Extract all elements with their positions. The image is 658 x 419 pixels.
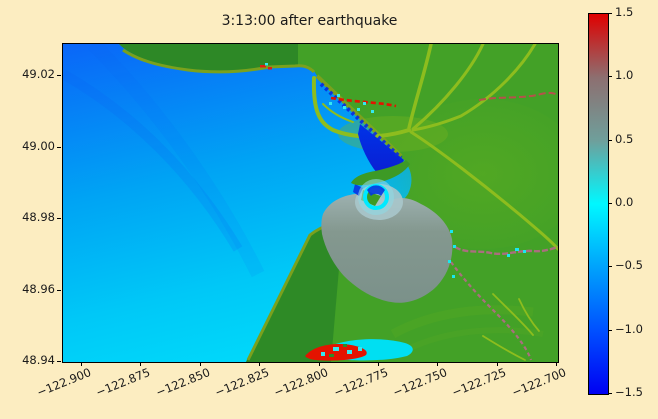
colorbar-tick (608, 203, 612, 204)
x-tick-label: −122.800 (272, 365, 331, 400)
shallow-specks (448, 230, 526, 278)
colorbar-tick (608, 393, 612, 394)
x-tick (199, 362, 201, 366)
wave-ring-trough (367, 185, 385, 196)
cape-dark-green (246, 222, 343, 362)
x-tick (437, 362, 439, 366)
y-tick-label: 49.02 (22, 67, 55, 81)
bottom-bay-waves (305, 339, 413, 361)
river-flood-line-e (450, 245, 558, 361)
y-tick (57, 218, 61, 219)
x-tick (496, 362, 498, 366)
x-tick (318, 362, 320, 366)
y-tick (57, 75, 61, 76)
y-tick-label: 49.00 (22, 138, 55, 153)
colorbar-tick (608, 329, 612, 331)
y-tick (57, 146, 61, 148)
colorbar-tick-label: 0.5 (615, 131, 634, 146)
colorbar-tick (608, 266, 612, 268)
wave-ring-outer (358, 179, 394, 215)
y-tick-label: 48.94 (22, 353, 55, 367)
x-tick-label: −122.850 (153, 365, 212, 400)
x-tick-label: −122.900 (34, 365, 93, 400)
colorbar-tick-label: −1.5 (615, 385, 643, 399)
plot-title: 3:13:00 after earthquake (221, 13, 398, 29)
x-tick (140, 362, 142, 366)
colorbar-tick (608, 139, 612, 141)
river-valleys (311, 44, 558, 361)
x-tick-label: −122.750 (390, 365, 450, 400)
river-flood-line-ne (478, 91, 558, 101)
water-flow-streak (88, 44, 265, 278)
x-tick-label: −122.825 (212, 365, 271, 400)
colorbar-tick (608, 13, 612, 14)
water-flow-streak (63, 69, 243, 252)
terrain-contour (406, 327, 544, 352)
colorbar-tick (608, 76, 612, 78)
colorbar-tick-label: 1.5 (615, 5, 634, 19)
colorbar-tick-label: −0.5 (615, 258, 643, 273)
colorbar-tick-label: 0.0 (615, 195, 634, 209)
x-tick-label: −122.875 (93, 365, 153, 400)
y-tick-label: 48.96 (22, 281, 55, 296)
colorbar (588, 13, 609, 395)
wave-crest-top (260, 63, 272, 70)
colorbar-tick-label: −1.0 (615, 321, 643, 336)
beach-edge (315, 74, 403, 158)
x-tick (377, 362, 379, 366)
x-tick (556, 362, 557, 366)
x-tick (81, 362, 82, 366)
serrated-shoreline (319, 82, 403, 160)
coast-edge (122, 48, 316, 74)
drawdown-wedge (358, 124, 404, 176)
x-tick (259, 362, 261, 366)
flooded-flat (321, 193, 453, 303)
wave-crest-beach (329, 94, 397, 113)
x-tick-label: −122.725 (450, 365, 509, 400)
map-plot (62, 43, 559, 363)
terrain-contour (390, 305, 534, 338)
colorbar-gradient (589, 14, 608, 394)
spit (351, 160, 410, 186)
land-dark-strip (119, 44, 298, 71)
y-tick (57, 289, 61, 291)
y-tick (57, 361, 61, 362)
colorbar-tick-label: 1.0 (615, 68, 634, 83)
heatmap-canvas (63, 44, 558, 362)
x-tick-label: −122.775 (331, 365, 390, 400)
x-tick-label: −122.700 (509, 365, 568, 400)
y-tick-label: 48.98 (22, 210, 55, 224)
